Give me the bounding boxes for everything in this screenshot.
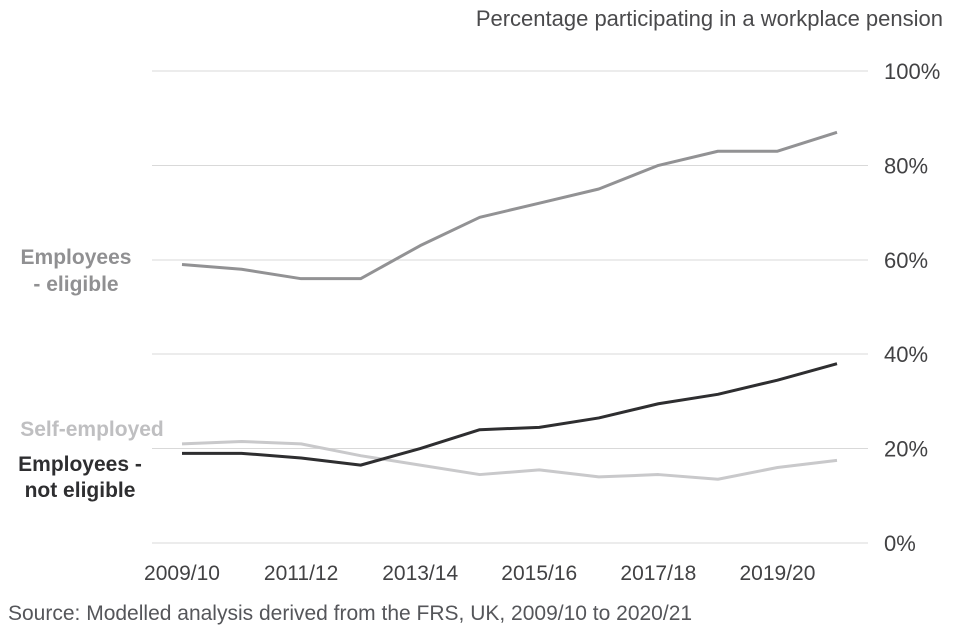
series-label-employees-not-eligible: Employees - not eligible — [18, 453, 142, 502]
series-line-employees-not-eligible — [182, 362, 838, 467]
source-note: Source: Modelled analysis derived from t… — [8, 602, 693, 625]
y-axis-tick-label: 60% — [884, 248, 928, 273]
series-line-employees-eligible — [181, 130, 838, 281]
x-axis-tick-label: 2019/20 — [739, 562, 815, 585]
y-axis-tick-label: 20% — [884, 437, 928, 462]
series-label-self-employed: Self-employed — [20, 418, 164, 441]
x-axis-tick-label: 2011/12 — [264, 562, 338, 585]
y-axis-tick-label: 0% — [884, 531, 916, 556]
x-axis-tick-label: 2017/18 — [620, 562, 696, 585]
series-label-employees-eligible: Employees - eligible — [20, 246, 132, 296]
x-axis-tick-label: 2009/10 — [144, 562, 220, 585]
y-axis-tick-label: 40% — [884, 342, 928, 367]
y-axis-tick-label: 80% — [884, 153, 928, 178]
chart-title: Percentage participating in a workplace … — [475, 6, 943, 31]
y-axis-tick-label: 100% — [884, 59, 940, 84]
series-line-self-employed — [181, 440, 838, 481]
x-axis-tick-label: 2013/14 — [382, 562, 458, 585]
x-axis-tick-label: 2015/16 — [501, 562, 577, 585]
